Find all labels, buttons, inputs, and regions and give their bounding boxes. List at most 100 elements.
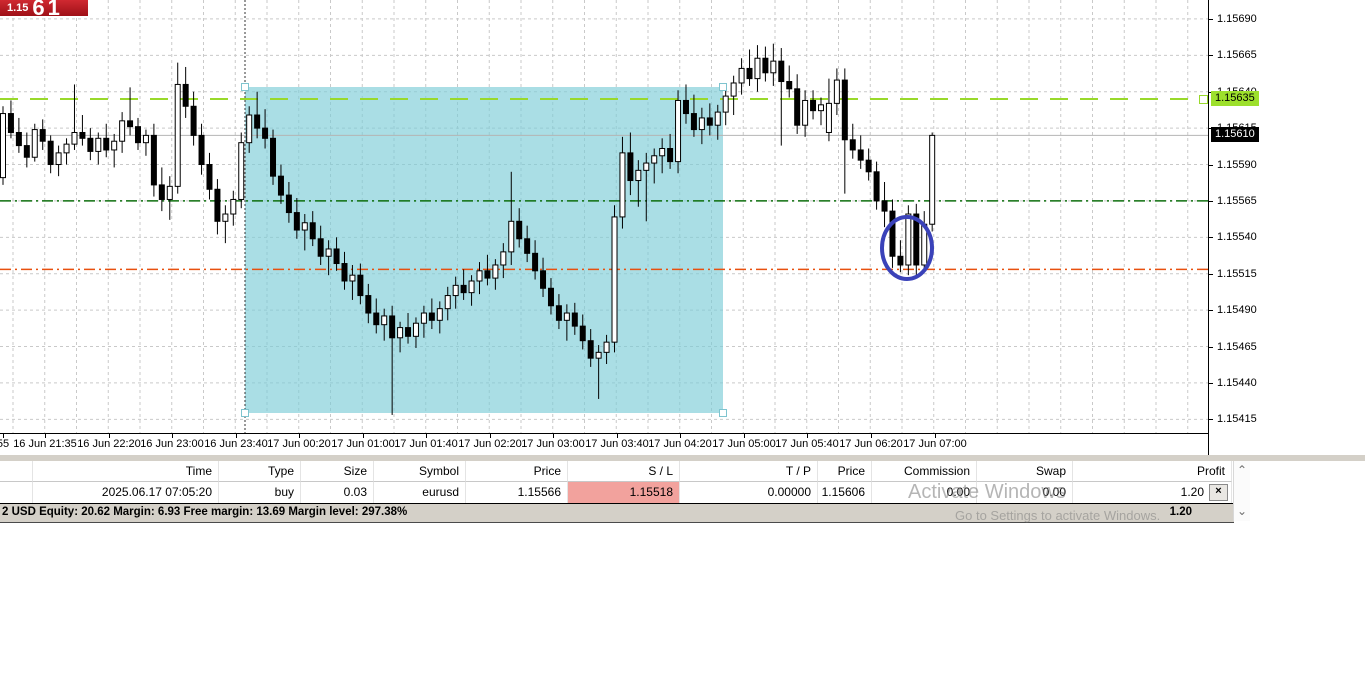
zone-handle[interactable] [719, 83, 727, 91]
candle [238, 132, 245, 209]
candle [262, 109, 269, 149]
candle [555, 294, 562, 330]
close-position-button[interactable]: × [1209, 484, 1228, 501]
zone-handle[interactable] [719, 409, 727, 417]
candle [770, 43, 777, 86]
toolbox-scrollbar[interactable]: ⌃ ⌄ [1233, 461, 1250, 521]
chart-panel: 1.15 61 [0, 0, 1208, 433]
zone-handle[interactable] [241, 409, 249, 417]
annotation-circle[interactable] [880, 215, 934, 281]
time-tick [109, 434, 110, 438]
candle [293, 198, 300, 239]
row-time: 2025.06.17 07:05:20 [33, 482, 219, 503]
candle [373, 298, 380, 334]
candle [198, 123, 205, 175]
price-label: 1.15590 [1217, 158, 1257, 171]
col-sl[interactable]: S / L [568, 461, 680, 482]
price-label: 1.15665 [1217, 49, 1257, 62]
toolbox-panel: Time Type Size Symbol Price S / L T / P … [0, 461, 1249, 523]
col-type[interactable]: Type [219, 461, 301, 482]
candle [659, 138, 666, 174]
col-time[interactable]: Time [33, 461, 219, 482]
candle [738, 58, 745, 95]
scroll-up-icon[interactable]: ⌃ [1236, 463, 1248, 477]
candle [675, 90, 682, 174]
candle [468, 275, 475, 306]
candle [206, 152, 213, 200]
candle [508, 171, 515, 265]
col-price-open[interactable]: Price [466, 461, 568, 482]
candle [405, 313, 412, 344]
line-price-tag: 1.15635 [1211, 91, 1259, 106]
col-blank [0, 461, 33, 482]
candle [420, 305, 427, 338]
highlight-zone-rectangle[interactable] [245, 87, 723, 413]
candle [397, 321, 404, 353]
candle [651, 148, 658, 184]
candle [182, 66, 189, 118]
col-size[interactable]: Size [301, 461, 374, 482]
price-axis[interactable]: 1.156901.156651.156401.156151.155901.155… [1208, 0, 1365, 455]
price-label: 1.15490 [1217, 304, 1257, 317]
candle [444, 286, 451, 321]
one-click-sell-button[interactable]: 1.15 61 [0, 0, 88, 16]
row-price-cur: 1.15606 [818, 482, 872, 503]
candle [285, 181, 292, 223]
col-price-cur[interactable]: Price [818, 461, 872, 482]
candle [857, 135, 864, 169]
candle [595, 345, 602, 399]
time-tick [871, 434, 872, 438]
row-blank [0, 482, 33, 503]
candle [929, 132, 936, 232]
candle [587, 329, 594, 367]
time-label: 17 Jun 02:20 [458, 438, 522, 450]
candle [619, 136, 626, 229]
candle [722, 90, 729, 126]
time-label: 17 Jun 05:40 [775, 438, 839, 450]
col-commission[interactable]: Commission [872, 461, 977, 482]
price-tick [1209, 310, 1213, 312]
price-tick [1209, 419, 1213, 421]
trade-table-header: Time Type Size Symbol Price S / L T / P … [0, 461, 1249, 482]
candle [381, 308, 388, 341]
col-tp[interactable]: T / P [680, 461, 818, 482]
candle [0, 106, 6, 185]
scroll-down-icon[interactable]: ⌄ [1236, 504, 1248, 518]
zone-handle[interactable] [241, 83, 249, 91]
time-tick [299, 434, 300, 438]
candle [841, 68, 848, 194]
price-chart[interactable] [0, 0, 1208, 433]
trade-table-row[interactable]: 2025.06.17 07:05:20 buy 0.03 eurusd 1.15… [0, 482, 1249, 503]
candle [357, 263, 364, 305]
candle [111, 133, 118, 168]
candle [746, 49, 753, 86]
time-tick [553, 434, 554, 438]
row-profit: 1.20 × [1073, 482, 1232, 503]
account-summary-text: 2 USD Equity: 20.62 Margin: 6.93 Free ma… [2, 506, 408, 518]
time-label: 17 Jun 01:40 [394, 438, 458, 450]
candle [71, 84, 78, 150]
panel-separator [0, 455, 1365, 461]
time-label: 17 Jun 00:20 [267, 438, 331, 450]
time-tick [744, 434, 745, 438]
col-swap[interactable]: Swap [977, 461, 1073, 482]
line-anchor-handle[interactable] [1199, 95, 1208, 104]
time-tick [172, 434, 173, 438]
candle [389, 305, 396, 415]
candle [849, 123, 856, 159]
time-tick [363, 434, 364, 438]
candle [714, 104, 721, 140]
candle [309, 211, 316, 247]
time-label: 17 Jun 01:00 [331, 438, 395, 450]
candle [460, 269, 467, 300]
price-label: 1.15415 [1217, 413, 1257, 426]
time-tick [236, 434, 237, 438]
price-tick [1209, 273, 1213, 275]
col-symbol[interactable]: Symbol [374, 461, 466, 482]
candle [682, 84, 689, 124]
candle [452, 276, 459, 309]
candle [87, 128, 94, 161]
price-label: 1.15540 [1217, 231, 1257, 244]
col-profit[interactable]: Profit [1073, 461, 1232, 482]
